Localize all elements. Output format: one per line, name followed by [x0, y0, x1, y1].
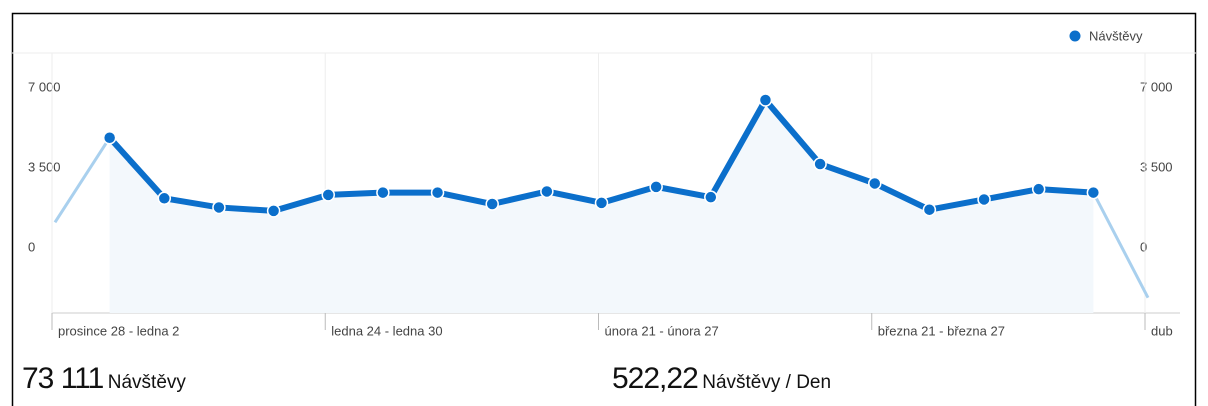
legend-marker: [1069, 30, 1081, 42]
summary-total: 73 111 Návštěvy: [22, 362, 186, 396]
y-tick-label: 0: [28, 239, 35, 254]
point: [1031, 182, 1046, 196]
line: [107, 97, 1094, 214]
point: [594, 196, 609, 210]
point: [649, 180, 663, 194]
point: [102, 130, 117, 145]
x-tick-label: února 21 - února 27: [605, 323, 719, 338]
y-tick-label: 7 000: [28, 79, 61, 94]
point: [704, 190, 718, 204]
point: [1086, 185, 1101, 200]
y-tick-label: 3 500: [28, 159, 61, 174]
point: [758, 93, 773, 107]
x-tick-label: března 21 - března 27: [878, 323, 1005, 338]
point: [212, 200, 226, 215]
frame: [11, 12, 1197, 406]
x-tick-label: dub: [1151, 323, 1173, 338]
point: [376, 185, 390, 200]
point: [485, 197, 499, 211]
point: [977, 192, 991, 207]
point: [321, 188, 335, 202]
summary-label: Návštěvy: [107, 372, 186, 393]
point: [430, 185, 445, 200]
summary-label: Návštěvy / Den: [702, 372, 832, 393]
point: [922, 202, 937, 217]
partial-line: [53, 136, 111, 224]
legend-label: Návštěvy: [1089, 28, 1143, 43]
point: [813, 157, 827, 171]
point: [868, 176, 882, 191]
x-tick-label: prosince 28 - ledna 2: [58, 323, 179, 338]
point: [266, 204, 281, 218]
point: [157, 191, 172, 206]
x-tick-label: ledna 24 - ledna 30: [331, 323, 442, 338]
summary-value: 522,22: [612, 362, 699, 395]
y2-tick-label: 3 500: [1140, 159, 1173, 174]
summary-value: 73 111: [22, 362, 104, 395]
y2-tick-label: 7 000: [1140, 79, 1173, 94]
y2-tick-label: 0: [1140, 239, 1147, 254]
partial-line: [1092, 191, 1150, 299]
summary-daily: 522,22 Návštěvy / Den: [612, 362, 831, 396]
point: [540, 184, 554, 199]
